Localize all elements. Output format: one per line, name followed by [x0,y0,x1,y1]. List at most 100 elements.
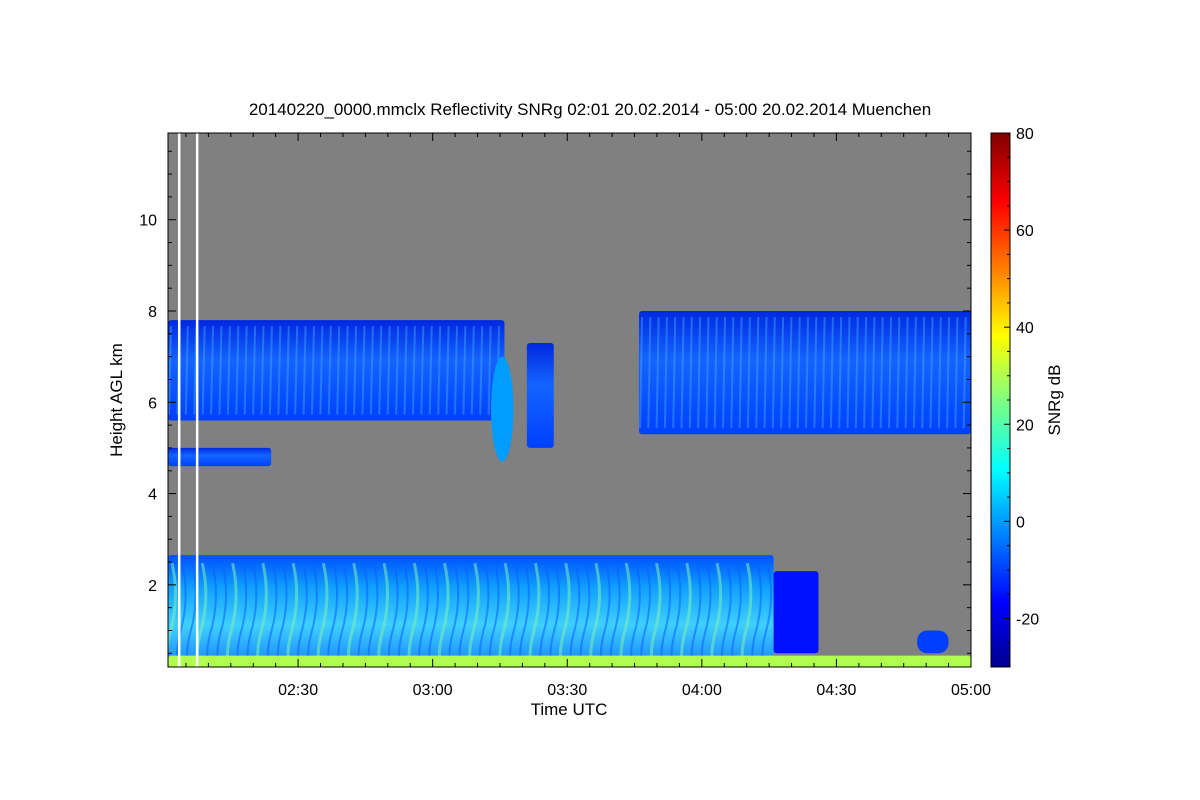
boundary-layer-streak [690,562,702,667]
boundary-layer-streak [418,562,429,667]
y-tick-label: 4 [148,487,157,504]
upper-cloud-streak [344,326,349,415]
boundary-layer-streak [216,562,228,667]
boundary-layer-streak [337,562,349,667]
boundary-layer-streak [236,562,248,667]
boundary-layer-streak [488,562,500,667]
boundary-layer-streak [206,562,217,667]
upper-cloud-streak [462,326,467,415]
upper-cloud-streak [218,326,223,415]
upper-cloud-streak [813,316,818,429]
upper-cloud-streak [428,326,433,415]
boundary-layer-streak [346,562,359,667]
upper-cloud-streak [327,326,332,415]
upper-cloud-streak [184,326,189,415]
colorbar-tick-label: -20 [1016,611,1039,628]
upper-cloud-streak [672,316,677,429]
colorbar-tick-label: 60 [1016,223,1034,240]
boundary-layer-streak [327,562,339,667]
upper-cloud-streak [697,316,702,429]
boundary-layer-streak [195,562,208,667]
upper-cloud-streak [663,316,668,429]
boundary-layer-streak [599,562,611,667]
upper-cloud-streak [193,326,198,415]
upper-cloud-streak [929,316,934,429]
upper-cloud-streak [453,326,458,415]
boundary-layer-streak [670,562,682,667]
plot-frame [167,132,972,668]
boundary-layer-streak [225,562,238,667]
upper-cloud-streak [912,316,917,429]
upper-cloud-streak [285,326,290,415]
boundary-layer-streak [367,562,379,667]
boundary-layer-streak [508,562,520,667]
boundary-layer-streak [387,562,399,667]
boundary-layer-streak [407,562,420,667]
upper-cloud-streak [879,316,884,429]
boundary-layer-streak [649,562,662,667]
boundary-layer-streak [256,562,268,667]
boundary-layer-streak [731,562,742,667]
boundary-layer-streak [619,562,632,667]
upper-cloud-streak [470,326,475,415]
boundary-layer-streak [448,562,460,667]
upper-cloud-streak [763,316,768,429]
upper-cloud-streak [688,316,693,429]
upper-cloud-streak [201,326,206,415]
upper-cloud-streak [937,316,942,429]
upper-cloud-streak [639,316,644,429]
upper-cloud-streak [336,326,341,415]
upper-cloud-streak [268,326,273,415]
boundary-layer-streak [609,562,621,667]
boundary-layer-streak [168,562,178,667]
upper-cloud-streak [755,316,760,429]
upper-cloud-streak [738,316,743,429]
cloud-layers [168,133,971,667]
upper-cloud-streak [821,316,826,429]
layer-fall-streak [490,356,514,462]
upper-cloud-streak [788,316,793,429]
upper-cloud-streak [369,326,374,415]
boundary-layer-streak [478,562,490,667]
upper-cloud-streak [888,316,893,429]
layer-upper-cloud-A [168,320,505,421]
upper-cloud-streak [353,326,358,415]
upper-cloud-streak [705,316,710,429]
upper-cloud-streak [168,326,172,415]
boundary-layer-streak [437,562,450,667]
upper-cloud-streak [722,316,727,429]
upper-cloud-streak [395,326,400,415]
y-axis-label: Height AGL km [107,343,126,457]
upper-cloud-streak [378,326,383,415]
layer-surface-strip [168,655,971,667]
boundary-layer-streak [549,562,561,667]
upper-cloud-streak [294,326,299,415]
colorbar-ticks: -20 0 20 40 60 80 [1004,126,1039,668]
upper-cloud-streak [403,326,408,415]
upper-cloud-streak [854,316,859,429]
upper-cloud-streak [243,326,248,415]
upper-cloud-streak [962,316,967,429]
layer-upper-cloud-C [639,311,971,435]
upper-cloud-streak [437,326,442,415]
boundary-layer-streak [266,562,278,667]
boundary-layer-streak [428,562,439,667]
colorbar-tick-label: 40 [1016,320,1034,337]
boundary-layer-streak [569,562,581,667]
upper-cloud-streak [226,326,231,415]
upper-cloud-streak [904,316,909,429]
boundary-layer-streak [357,562,369,667]
boundary-layer-streak [458,562,470,667]
upper-cloud-streak [479,326,484,415]
boundary-layer-streak [528,562,541,667]
boundary-layer-streak [740,562,753,667]
boundary-layer-streak [297,562,308,667]
upper-cloud-streak [846,316,851,429]
colorbar-tick-label: 0 [1016,514,1025,531]
chart-title: 20140220_0000.mmclx Reflectivity SNRg 02… [249,100,931,119]
upper-cloud-streak [252,326,257,415]
upper-cloud-streak [863,316,868,429]
upper-cloud-streak [805,316,810,429]
boundary-layer-streak [640,562,651,667]
upper-cloud-streak [680,316,685,429]
